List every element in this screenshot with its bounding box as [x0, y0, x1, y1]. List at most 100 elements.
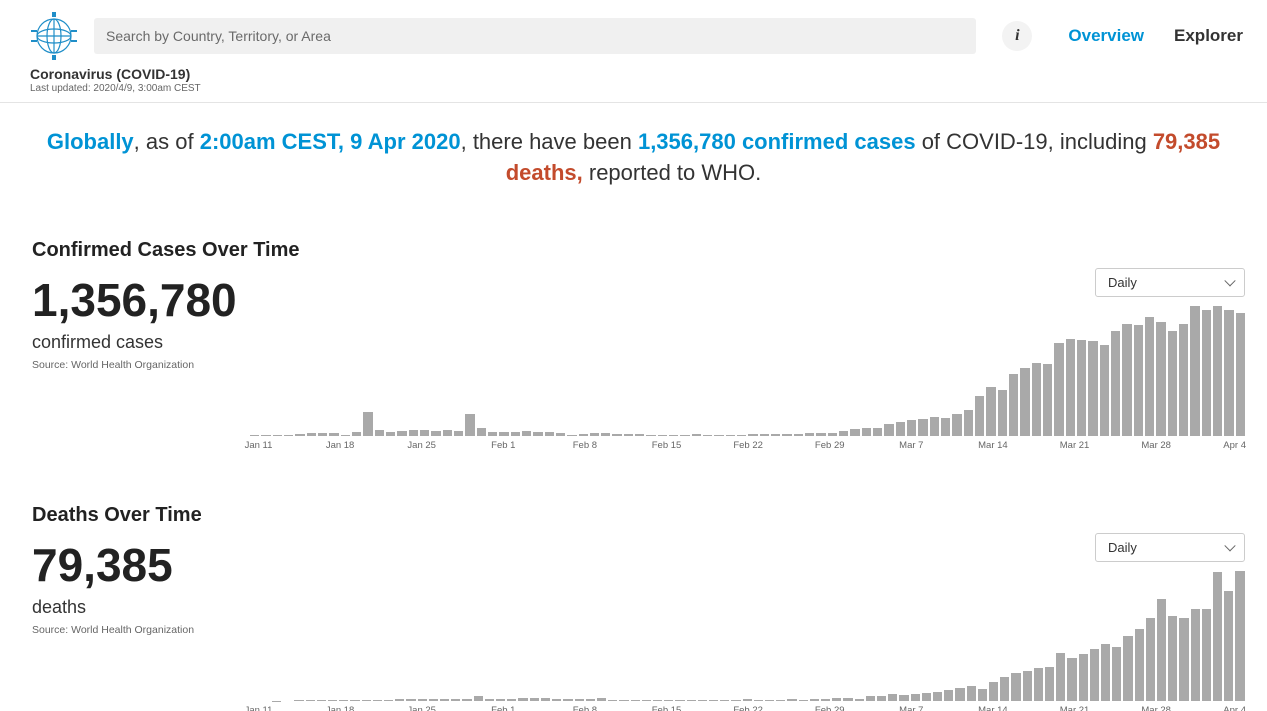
chart-bar[interactable] — [635, 434, 644, 436]
chart-bar[interactable] — [810, 699, 819, 700]
chart-bar[interactable] — [911, 694, 920, 701]
chart-bar[interactable] — [284, 435, 293, 436]
chart-bar[interactable] — [409, 430, 418, 436]
chart-bar[interactable] — [1067, 658, 1076, 700]
chart-bar[interactable] — [794, 434, 803, 436]
chart-bar[interactable] — [698, 700, 707, 701]
chart-bar[interactable] — [1100, 345, 1109, 435]
chart-bar[interactable] — [612, 434, 621, 436]
chart-bar[interactable] — [1179, 618, 1188, 701]
chart-bar[interactable] — [1168, 331, 1177, 435]
chart-bar[interactable] — [653, 700, 662, 701]
chart-bar[interactable] — [1236, 313, 1245, 435]
chart-bar[interactable] — [709, 700, 718, 701]
chart-bar[interactable] — [658, 435, 667, 436]
chart-bar[interactable] — [488, 432, 497, 436]
chart-bar[interactable] — [1045, 667, 1054, 701]
chart-bar[interactable] — [1168, 616, 1177, 700]
chart-bar[interactable] — [1213, 306, 1222, 436]
chart-bar[interactable] — [518, 698, 527, 700]
chart-bar[interactable] — [477, 428, 486, 436]
chart-bar[interactable] — [352, 432, 361, 435]
deaths-period-select[interactable]: Daily — [1095, 533, 1245, 562]
chart-bar[interactable] — [624, 434, 633, 436]
chart-bar[interactable] — [1043, 364, 1052, 436]
chart-bar[interactable] — [1235, 571, 1244, 700]
chart-bar[interactable] — [511, 432, 520, 435]
chart-bar[interactable] — [440, 699, 449, 700]
chart-bar[interactable] — [575, 699, 584, 701]
info-button[interactable]: i — [1002, 21, 1032, 51]
chart-bar[interactable] — [1122, 324, 1131, 436]
chart-bar[interactable] — [821, 699, 830, 701]
chart-bar[interactable] — [1213, 572, 1222, 700]
chart-bar[interactable] — [1123, 636, 1132, 701]
chart-bar[interactable] — [1090, 649, 1099, 701]
chart-bar[interactable] — [362, 700, 371, 701]
chart-bar[interactable] — [579, 434, 588, 436]
chart-bar[interactable] — [1000, 677, 1009, 701]
chart-bar[interactable] — [805, 433, 814, 436]
chart-bar[interactable] — [1146, 618, 1155, 701]
chart-bar[interactable] — [664, 700, 673, 701]
chart-bar[interactable] — [1023, 671, 1032, 701]
chart-bar[interactable] — [832, 698, 841, 700]
chart-bar[interactable] — [862, 428, 871, 435]
chart-bar[interactable] — [1135, 629, 1144, 700]
chart-bar[interactable] — [1088, 341, 1097, 436]
chart-bar[interactable] — [839, 431, 848, 435]
chart-bar[interactable] — [586, 699, 595, 701]
chart-bar[interactable] — [522, 431, 531, 436]
chart-bar[interactable] — [397, 431, 406, 436]
chart-bar[interactable] — [933, 692, 942, 701]
chart-bar[interactable] — [754, 700, 763, 701]
chart-bar[interactable] — [431, 431, 440, 436]
chart-bar[interactable] — [952, 414, 961, 435]
chart-bar[interactable] — [1011, 673, 1020, 701]
chart-bar[interactable] — [1066, 339, 1075, 435]
chart-bar[interactable] — [787, 699, 796, 700]
chart-bar[interactable] — [1224, 591, 1233, 701]
chart-bar[interactable] — [1009, 374, 1018, 436]
chart-bar[interactable] — [406, 699, 415, 700]
chart-bar[interactable] — [485, 699, 494, 701]
chart-bar[interactable] — [420, 430, 429, 436]
chart-bar[interactable] — [386, 432, 395, 436]
chart-bar[interactable] — [726, 435, 735, 436]
chart-bar[interactable] — [899, 695, 908, 701]
chart-bar[interactable] — [669, 435, 678, 436]
chart-bar[interactable] — [828, 433, 837, 436]
chart-bar[interactable] — [499, 432, 508, 435]
chart-bar[interactable] — [986, 387, 995, 436]
chart-bar[interactable] — [597, 698, 606, 700]
chart-bar[interactable] — [782, 434, 791, 436]
chart-bar[interactable] — [714, 435, 723, 436]
chart-bar[interactable] — [1179, 324, 1188, 435]
chart-bar[interactable] — [930, 417, 939, 436]
chart-bar[interactable] — [465, 414, 474, 436]
chart-bar[interactable] — [1079, 654, 1088, 701]
chart-bar[interactable] — [462, 699, 471, 701]
chart-bar[interactable] — [918, 419, 927, 436]
chart-bar[interactable] — [530, 698, 539, 700]
chart-bar[interactable] — [545, 432, 554, 436]
chart-bar[interactable] — [496, 699, 505, 701]
chart-bar[interactable] — [443, 430, 452, 435]
chart-bar[interactable] — [451, 699, 460, 701]
tab-explorer[interactable]: Explorer — [1174, 26, 1243, 46]
chart-bar[interactable] — [590, 433, 599, 436]
chart-bar[interactable] — [978, 689, 987, 701]
chart-bar[interactable] — [967, 686, 976, 700]
chart-bar[interactable] — [318, 433, 327, 435]
chart-bar[interactable] — [884, 424, 893, 435]
chart-bar[interactable] — [873, 428, 882, 436]
chart-bar[interactable] — [1134, 325, 1143, 435]
chart-bar[interactable] — [1020, 368, 1029, 435]
chart-bar[interactable] — [760, 434, 769, 435]
chart-bar[interactable] — [771, 434, 780, 436]
chart-bar[interactable] — [907, 420, 916, 435]
chart-bar[interactable] — [474, 696, 483, 700]
chart-bar[interactable] — [601, 433, 610, 436]
chart-bar[interactable] — [703, 435, 712, 436]
chart-bar[interactable] — [1111, 331, 1120, 436]
